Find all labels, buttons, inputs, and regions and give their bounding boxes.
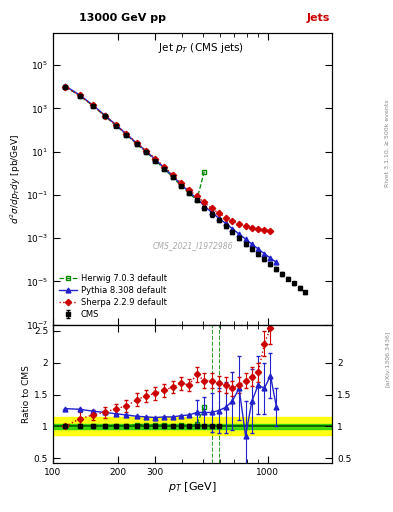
Herwig 7.0.3 default <box>124 132 129 138</box>
Pythia 8.308 default <box>124 131 129 137</box>
Sherpa 2.2.9 default <box>202 199 207 205</box>
Sherpa 2.2.9 default <box>162 164 167 170</box>
Pythia 8.308 default <box>195 196 199 202</box>
Text: [arXiv:1306.3436]: [arXiv:1306.3436] <box>385 330 390 387</box>
Pythia 8.308 default <box>237 231 241 237</box>
Sherpa 2.2.9 default <box>171 172 175 178</box>
Herwig 7.0.3 default <box>63 84 68 90</box>
Herwig 7.0.3 default <box>134 141 139 147</box>
Pythia 8.308 default <box>153 157 158 163</box>
Text: 13000 GeV pp: 13000 GeV pp <box>79 13 165 23</box>
Pythia 8.308 default <box>113 121 118 127</box>
Bar <box>53 417 332 435</box>
Pythia 8.308 default <box>202 203 207 209</box>
Pythia 8.308 default <box>162 165 167 171</box>
Herwig 7.0.3 default <box>195 197 199 203</box>
Herwig 7.0.3 default <box>153 158 158 164</box>
Sherpa 2.2.9 default <box>262 227 267 233</box>
Sherpa 2.2.9 default <box>144 148 149 154</box>
Pythia 8.308 default <box>243 236 248 242</box>
Pythia 8.308 default <box>216 215 221 221</box>
Herwig 7.0.3 default <box>202 168 207 175</box>
Pythia 8.308 default <box>63 83 68 89</box>
Pythia 8.308 default <box>179 181 184 187</box>
Pythia 8.308 default <box>274 260 279 266</box>
Pythia 8.308 default <box>144 148 149 154</box>
Sherpa 2.2.9 default <box>124 131 129 137</box>
Y-axis label: $d^2\sigma/dp_Tdy$ [pb/GeV]: $d^2\sigma/dp_Tdy$ [pb/GeV] <box>9 134 23 224</box>
Herwig 7.0.3 default <box>187 190 191 196</box>
Line: Herwig 7.0.3 default: Herwig 7.0.3 default <box>63 84 207 202</box>
Y-axis label: Ratio to CMS: Ratio to CMS <box>22 365 31 423</box>
Herwig 7.0.3 default <box>162 166 167 172</box>
Sherpa 2.2.9 default <box>195 193 199 199</box>
Sherpa 2.2.9 default <box>243 223 248 229</box>
Text: Rivet 3.1.10, ≥ 500k events: Rivet 3.1.10, ≥ 500k events <box>385 99 390 187</box>
Herwig 7.0.3 default <box>102 113 107 119</box>
Herwig 7.0.3 default <box>90 102 95 109</box>
Pythia 8.308 default <box>262 251 267 257</box>
Sherpa 2.2.9 default <box>90 102 95 109</box>
Sherpa 2.2.9 default <box>63 83 68 90</box>
Sherpa 2.2.9 default <box>102 113 107 119</box>
Sherpa 2.2.9 default <box>223 215 228 221</box>
Sherpa 2.2.9 default <box>268 228 273 234</box>
Herwig 7.0.3 default <box>171 174 175 180</box>
Herwig 7.0.3 default <box>179 183 184 189</box>
Sherpa 2.2.9 default <box>237 221 241 227</box>
Herwig 7.0.3 default <box>113 122 118 129</box>
Bar <box>53 424 332 429</box>
Sherpa 2.2.9 default <box>209 205 214 211</box>
Text: CMS_2021_I1972986: CMS_2021_I1972986 <box>152 242 233 250</box>
Sherpa 2.2.9 default <box>230 218 235 224</box>
Pythia 8.308 default <box>77 92 82 98</box>
Text: Jet $p_T$ (CMS jets): Jet $p_T$ (CMS jets) <box>158 40 244 55</box>
Pythia 8.308 default <box>187 189 191 195</box>
Sherpa 2.2.9 default <box>187 187 191 193</box>
Legend: Herwig 7.0.3 default, Pythia 8.308 default, Sherpa 2.2.9 default, CMS: Herwig 7.0.3 default, Pythia 8.308 defau… <box>57 272 168 321</box>
Pythia 8.308 default <box>209 209 214 216</box>
Sherpa 2.2.9 default <box>113 122 118 128</box>
Pythia 8.308 default <box>256 246 261 252</box>
Line: Sherpa 2.2.9 default: Sherpa 2.2.9 default <box>63 84 273 233</box>
Sherpa 2.2.9 default <box>256 226 261 232</box>
Sherpa 2.2.9 default <box>134 140 139 146</box>
Sherpa 2.2.9 default <box>250 225 254 231</box>
Pythia 8.308 default <box>90 102 95 108</box>
Pythia 8.308 default <box>230 226 235 232</box>
Herwig 7.0.3 default <box>77 93 82 99</box>
X-axis label: $p_T$ [GeV]: $p_T$ [GeV] <box>168 480 217 494</box>
Sherpa 2.2.9 default <box>216 210 221 216</box>
Pythia 8.308 default <box>171 173 175 179</box>
Pythia 8.308 default <box>223 220 228 226</box>
Line: Pythia 8.308 default: Pythia 8.308 default <box>63 83 279 265</box>
Pythia 8.308 default <box>134 140 139 146</box>
Pythia 8.308 default <box>250 241 254 247</box>
Pythia 8.308 default <box>102 112 107 118</box>
Sherpa 2.2.9 default <box>153 156 158 162</box>
Pythia 8.308 default <box>268 255 273 261</box>
Sherpa 2.2.9 default <box>179 180 184 186</box>
Sherpa 2.2.9 default <box>77 92 82 98</box>
Herwig 7.0.3 default <box>144 149 149 155</box>
Text: Jets: Jets <box>307 13 330 23</box>
